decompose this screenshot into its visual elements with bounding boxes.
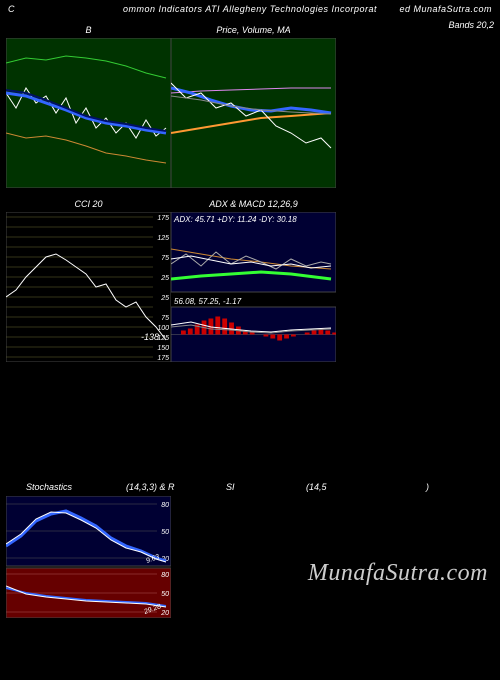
header-center: ommon Indicators ATI Allegheny Technolog… [123,4,377,14]
svg-text:56.08, 57.25, -1.17: 56.08, 57.25, -1.17 [174,297,242,306]
rsi-paren: ) [426,482,429,492]
svg-text:75: 75 [161,315,169,322]
stoch-params: (14,3,3) & R [126,482,175,492]
page-header: C ommon Indicators ATI Allegheny Technol… [0,0,500,18]
stoch-label: Stochastics [26,482,72,492]
svg-text:25: 25 [160,295,169,302]
svg-text:175: 175 [157,215,169,222]
panel-cci-title: CCI 20 [6,196,171,212]
svg-text:50: 50 [161,529,169,536]
svg-text:175: 175 [157,355,169,362]
svg-text:50: 50 [161,591,169,598]
panel-bbands-title: B [6,22,171,38]
si-label: SI [226,482,235,492]
panel-bbands: B [6,22,171,188]
chart-cci: 17512575252575100125150175-138 [6,212,171,362]
svg-text:80: 80 [161,502,169,509]
svg-text:150: 150 [157,345,169,352]
bands-label: Bands 20,2 [448,20,494,30]
panel-stochastics: 8050209.6380502029.28 [6,496,500,618]
svg-text:75: 75 [161,255,169,262]
svg-text:125: 125 [157,235,169,242]
chart-bbands [6,38,171,188]
rsi-params: (14,5 [306,482,327,492]
svg-text:-138: -138 [141,332,159,342]
chart-adx-macd: ADX: 45.71 +DY: 11.24 -DY: 30.18 56.08, 5… [171,212,336,362]
chart-stochastics: 8050209.6380502029.28 [6,496,171,618]
panel-price-title: Price, Volume, MA [171,22,336,38]
header-right: ed MunafaSutra.com [399,4,492,14]
header-left: C [8,4,15,14]
svg-text:25: 25 [160,275,169,282]
svg-text:20: 20 [160,610,169,617]
chart-price [171,38,336,188]
panel-adx-macd: ADX & MACD 12,26,9 ADX: 45.71 +DY: 11.24… [171,196,336,362]
svg-text:ADX: 45.71 +DY: 11.24 -DY: 30: ADX: 45.71 +DY: 11.24 -DY: 30.18 [173,215,297,224]
panel-price: Price, Volume, MA [171,22,336,188]
panel-cci: CCI 20 17512575252575100125150175-138 [6,196,171,362]
panel-adx-title: ADX & MACD 12,26,9 [171,196,336,212]
watermark: MunafaSutra.com [308,560,488,587]
svg-text:80: 80 [161,572,169,579]
